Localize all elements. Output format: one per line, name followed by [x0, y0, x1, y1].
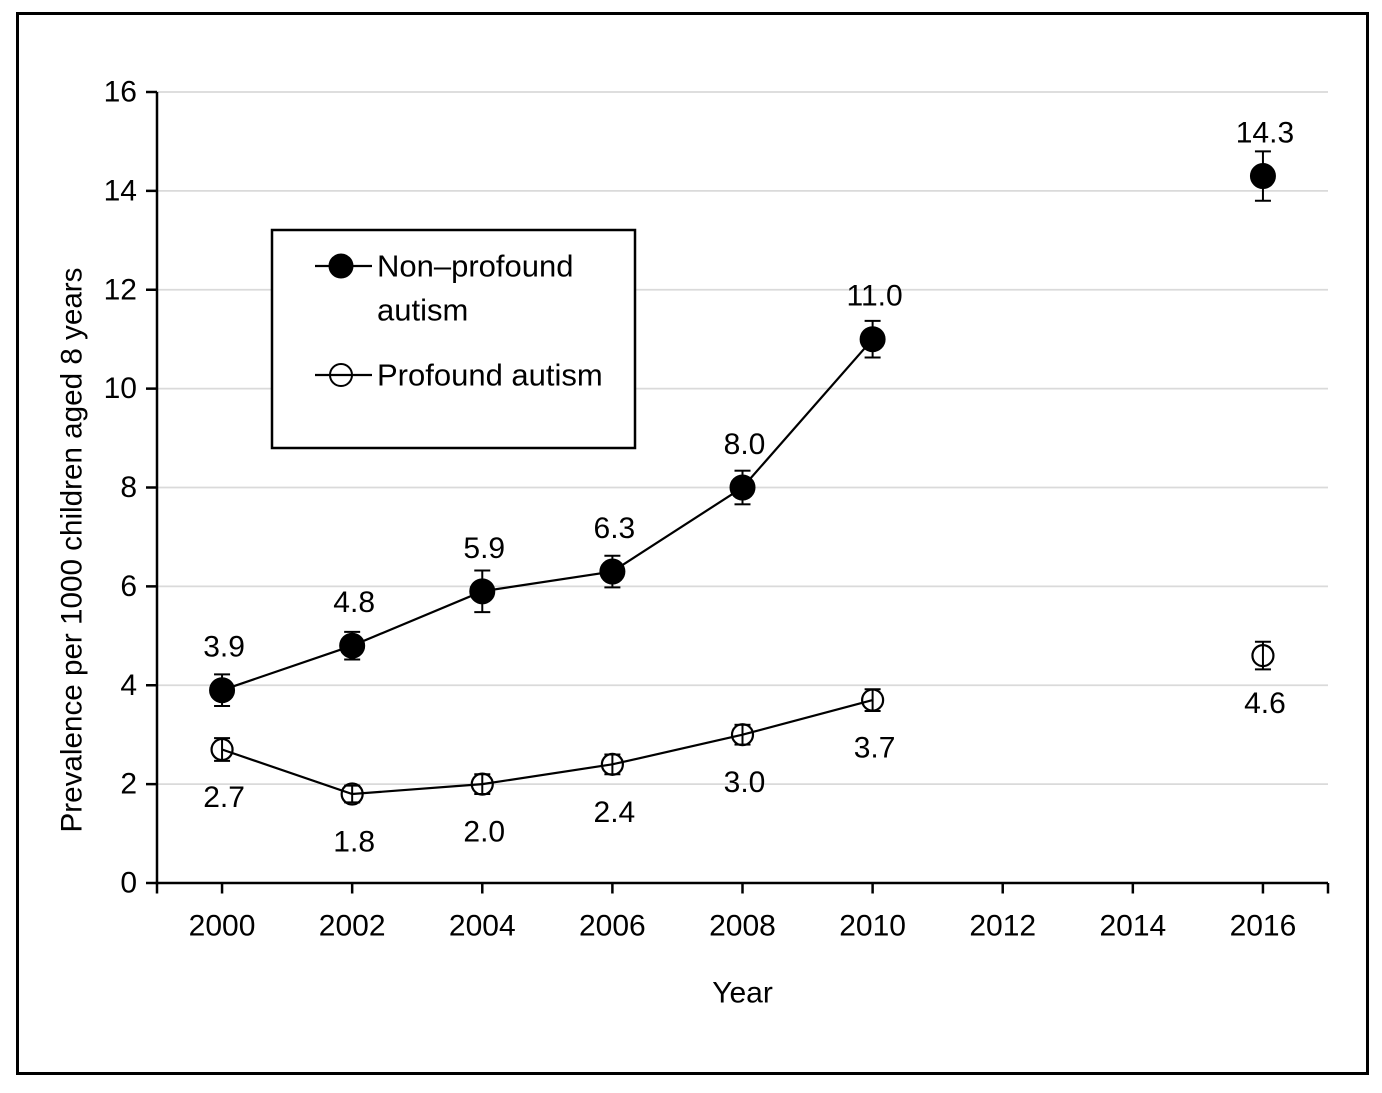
y-tick-label: 0	[120, 867, 137, 900]
x-tick-label: 2016	[1230, 910, 1297, 943]
y-tick-label: 10	[104, 372, 137, 405]
y-tick-label: 2	[120, 768, 137, 801]
x-tick-label: 2004	[449, 910, 516, 943]
y-tick-label: 8	[120, 471, 137, 504]
data-point-label: 8.0	[724, 428, 766, 461]
legend-item-label: Profound autism	[377, 358, 603, 393]
y-tick-label: 4	[120, 669, 137, 702]
data-point-marker-open	[1251, 643, 1275, 668]
legend-marker-open-circle-icon	[329, 363, 353, 387]
legend-item-label: autism	[377, 293, 468, 328]
data-point-label: 3.0	[724, 766, 766, 799]
data-point-label: 4.6	[1244, 687, 1286, 720]
data-point-marker-open	[861, 688, 885, 712]
x-tick-label: 2006	[579, 910, 646, 943]
legend-marker-filled-circle-icon	[328, 253, 354, 279]
data-point-label: 11.0	[847, 280, 903, 313]
data-point-marker-filled	[599, 558, 626, 585]
data-point-label: 14.3	[1236, 117, 1294, 150]
data-point-marker-open	[600, 752, 624, 776]
data-point-marker-filled	[859, 326, 886, 353]
y-tick-label: 16	[104, 76, 137, 109]
data-point-label: 2.4	[594, 796, 636, 829]
data-point-label: 4.8	[333, 586, 375, 619]
figure-border	[16, 12, 1369, 1075]
series-line	[221, 699, 873, 796]
data-point-marker-open	[340, 782, 364, 806]
x-tick-label: 2000	[189, 910, 256, 943]
x-axis-title: Year	[712, 977, 773, 1010]
y-tick-label: 14	[104, 174, 137, 207]
x-tick-label: 2002	[319, 910, 386, 943]
y-axis-title: Prevalence per 1000 children aged 8 year…	[56, 268, 89, 833]
data-point-label: 2.7	[203, 781, 245, 814]
x-tick-label: 2014	[1099, 910, 1166, 943]
data-point-label: 3.9	[203, 631, 245, 664]
data-point-marker-filled	[1249, 163, 1276, 190]
data-point-marker-filled	[469, 578, 496, 605]
data-point-label: 6.3	[594, 512, 636, 545]
data-point-marker-open	[470, 772, 494, 796]
data-point-label: 2.0	[463, 816, 505, 849]
x-tick-label: 2012	[969, 910, 1036, 943]
series-line	[221, 338, 874, 692]
data-point-marker-open	[730, 723, 755, 747]
legend-item-label: Non–profound	[377, 249, 574, 284]
data-point-label: 3.7	[854, 732, 896, 765]
data-point-label: 1.8	[333, 826, 375, 859]
data-point-marker-open	[210, 737, 234, 762]
x-tick-label: 2008	[709, 910, 776, 943]
y-tick-label: 6	[120, 570, 137, 603]
y-tick-label: 12	[104, 273, 137, 306]
data-point-marker-filled	[729, 474, 756, 501]
data-point-label: 5.9	[463, 532, 505, 565]
x-tick-label: 2010	[839, 910, 906, 943]
data-point-marker-filled	[339, 632, 366, 659]
data-point-marker-filled	[209, 677, 236, 704]
